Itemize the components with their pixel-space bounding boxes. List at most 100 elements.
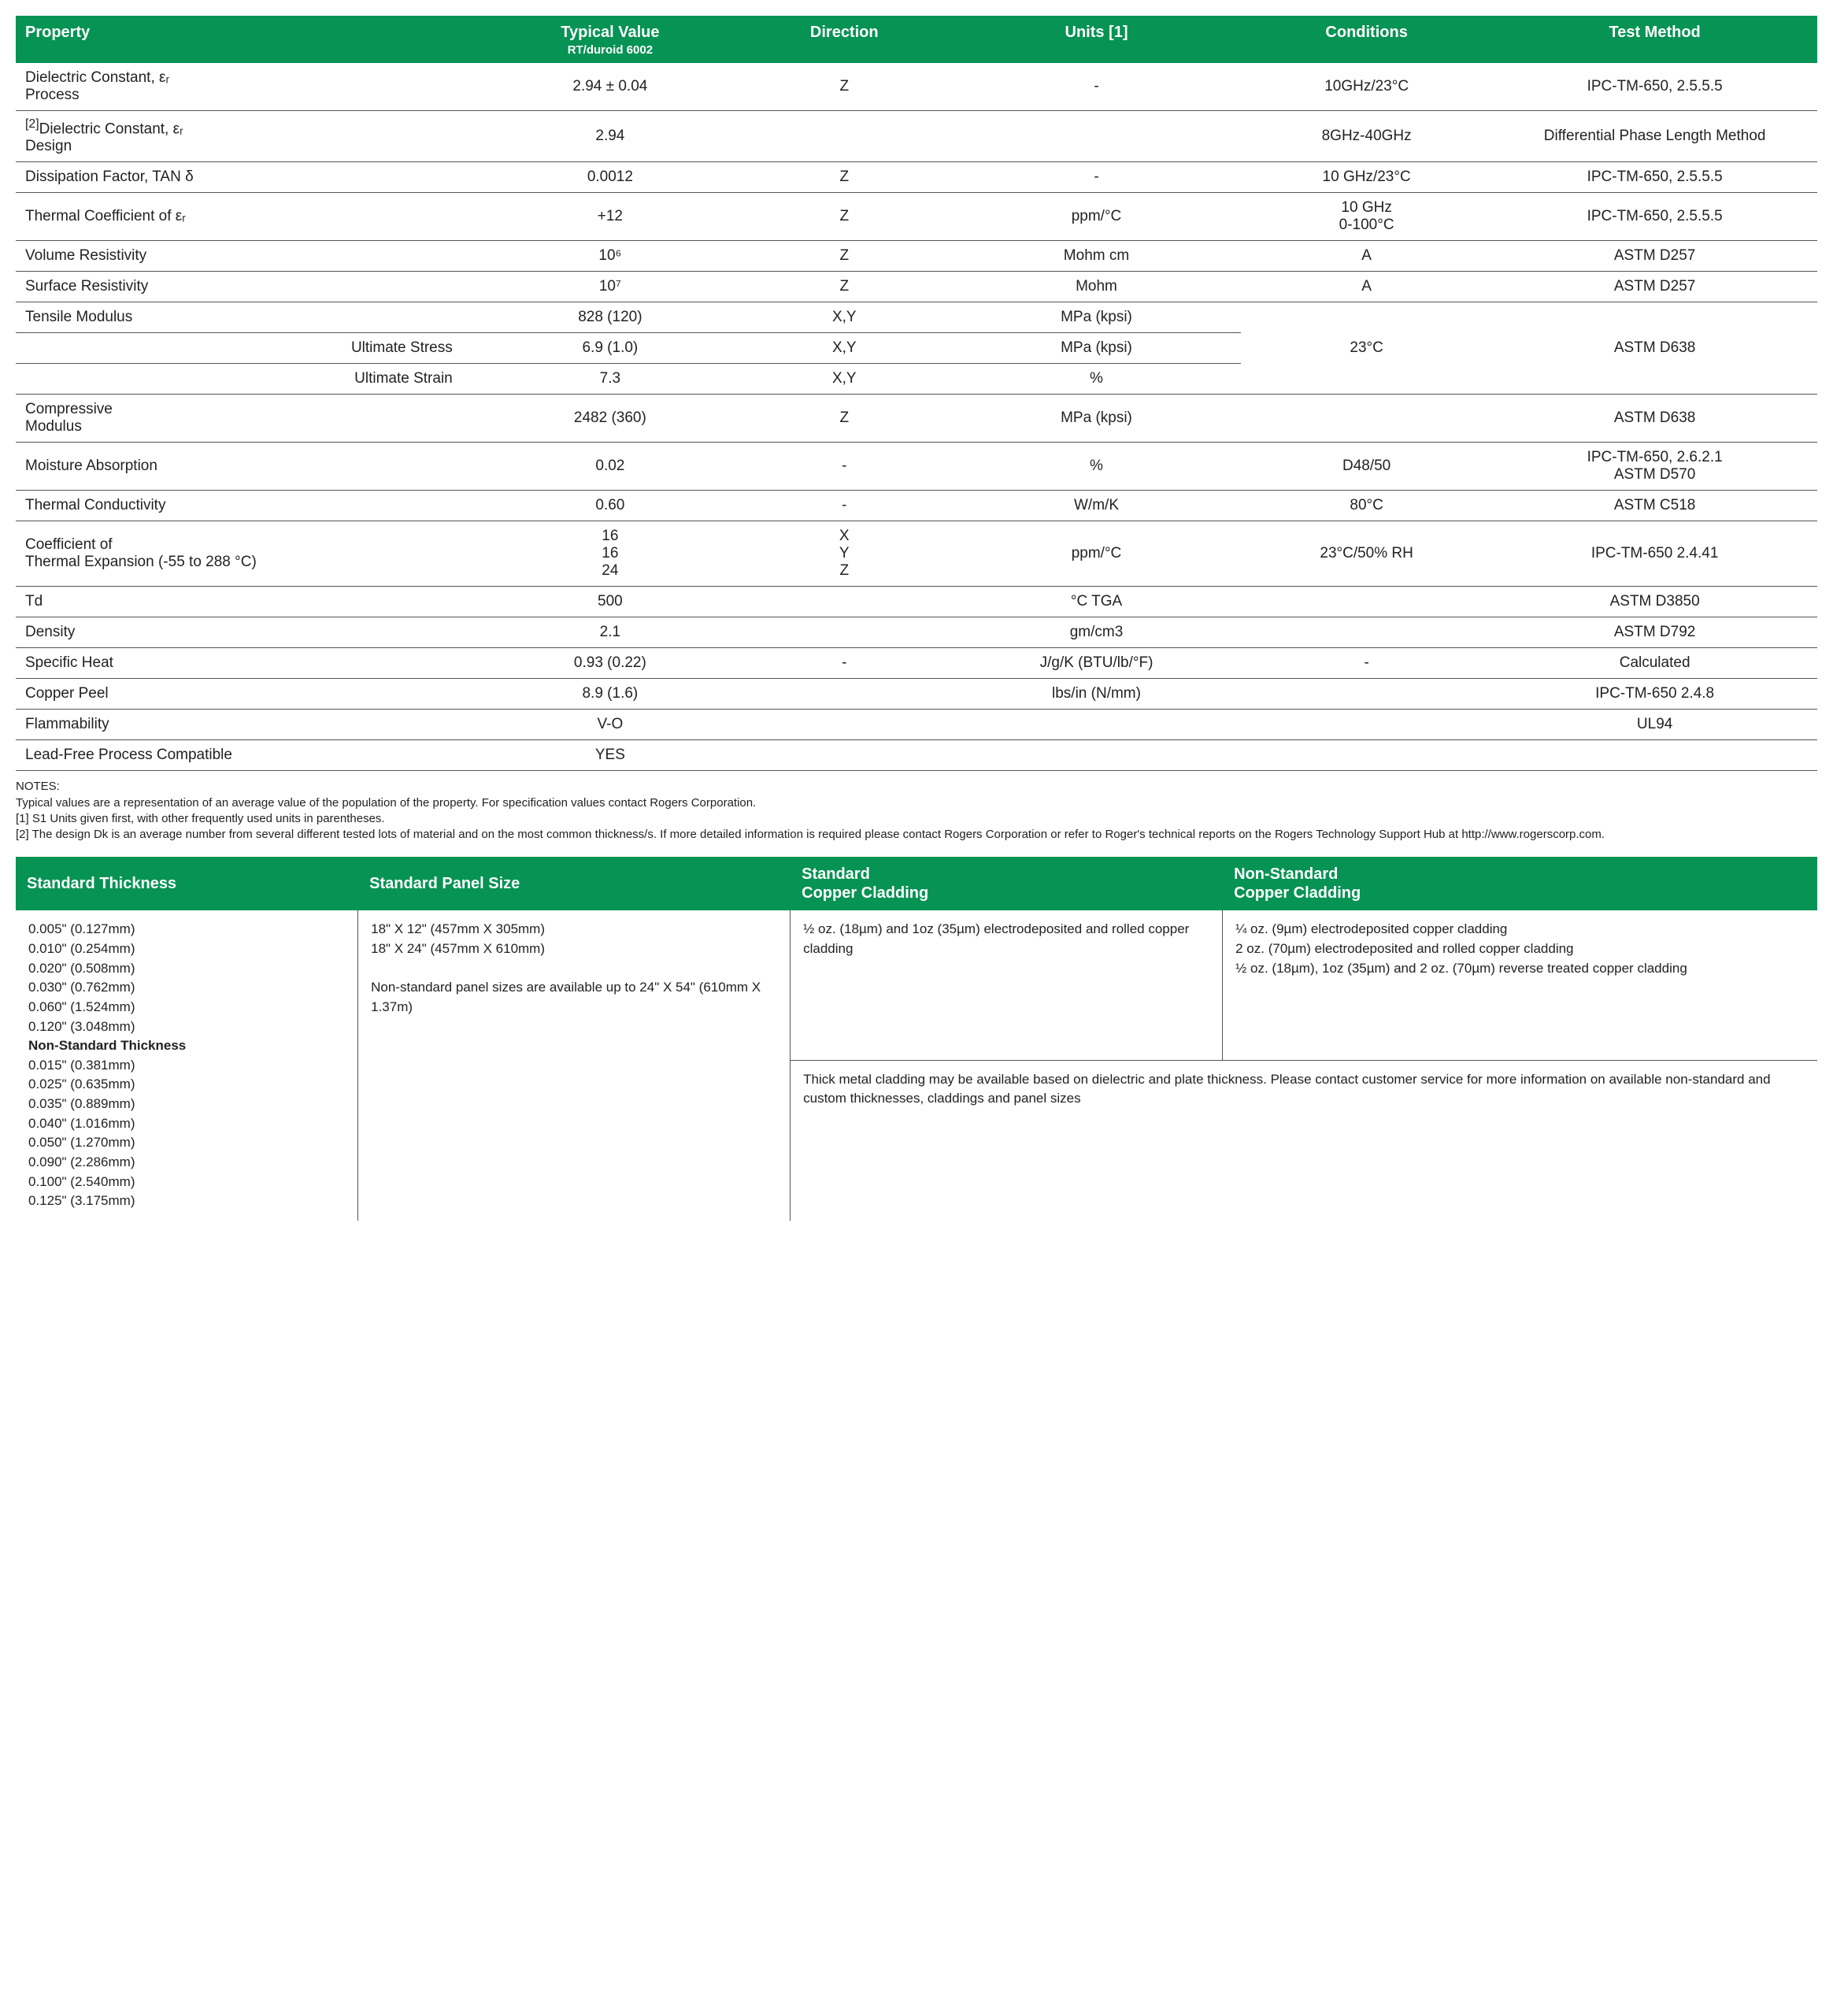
thickness-value: 0.090" (2.286mm) [28, 1153, 345, 1173]
value-cell [736, 587, 953, 617]
value-cell: Mohm cm [953, 241, 1241, 272]
conditions-cell: A [1241, 241, 1493, 272]
table-row: Thermal Conductivity0.60-W/m/K80°CASTM C… [16, 491, 1817, 521]
value-cell: - [953, 63, 1241, 111]
conditions-cell [1241, 710, 1493, 740]
property-cell: Thermal Coefficient of εᵣ [16, 193, 484, 241]
value-cell [736, 617, 953, 648]
info-column-header: Non-Standard Copper Cladding [1223, 857, 1817, 910]
value-cell: Z [736, 193, 953, 241]
value-cell: 828 (120) [484, 302, 736, 333]
cladding-footer-note: Thick metal cladding may be available ba… [791, 1060, 1817, 1221]
thickness-value: 0.005" (0.127mm) [28, 920, 345, 939]
property-cell: Lead-Free Process Compatible [16, 740, 484, 771]
value-cell: 8.9 (1.6) [484, 679, 736, 710]
column-header: Test Method [1493, 16, 1817, 63]
conditions-cell: 80°C [1241, 491, 1493, 521]
nonstd-thickness-label: Non-Standard Thickness [28, 1036, 345, 1056]
panel-size-cell: 18" X 12" (457mm X 305mm) 18" X 24" (457… [358, 910, 791, 1221]
value-cell [953, 111, 1241, 162]
thickness-value: 0.015" (0.381mm) [28, 1056, 345, 1076]
property-cell: Density [16, 617, 484, 648]
method-cell: ASTM D638 [1493, 302, 1817, 395]
method-cell: ASTM D257 [1493, 241, 1817, 272]
table-row: Copper Peel8.9 (1.6)lbs/in (N/mm)IPC-TM-… [16, 679, 1817, 710]
std-cladding-cell: ½ oz. (18µm) and 1oz (35µm) electrodepos… [791, 910, 1223, 1060]
property-cell: Coefficient of Thermal Expansion (-55 to… [16, 521, 484, 587]
notes-line: [1] S1 Units given first, with other fre… [16, 811, 1817, 827]
value-cell: 0.02 [484, 443, 736, 491]
property-cell: Flammability [16, 710, 484, 740]
conditions-cell [1241, 679, 1493, 710]
property-cell: Surface Resistivity [16, 272, 484, 302]
method-cell: ASTM D3850 [1493, 587, 1817, 617]
property-cell: Compressive Modulus [16, 395, 484, 443]
value-cell: Z [736, 162, 953, 193]
table-row: Td500°C TGAASTM D3850 [16, 587, 1817, 617]
thickness-value: 0.040" (1.016mm) [28, 1114, 345, 1134]
value-cell: - [953, 162, 1241, 193]
value-cell [953, 710, 1241, 740]
conditions-cell: D48/50 [1241, 443, 1493, 491]
value-cell: - [736, 648, 953, 679]
thickness-value: 0.125" (3.175mm) [28, 1191, 345, 1211]
value-cell: 2.94 [484, 111, 736, 162]
value-cell: Z [736, 272, 953, 302]
thickness-cell: 0.005" (0.127mm)0.010" (0.254mm)0.020" (… [16, 910, 358, 1221]
method-cell [1493, 740, 1817, 771]
notes-line: [2] The design Dk is an average number f… [16, 827, 1817, 843]
conditions-cell: 23°C [1241, 302, 1493, 395]
method-cell: ASTM D792 [1493, 617, 1817, 648]
property-cell: Dissipation Factor, TAN δ [16, 162, 484, 193]
value-cell: 7.3 [484, 364, 736, 395]
value-cell: 2.94 ± 0.04 [484, 63, 736, 111]
thickness-value: 0.100" (2.540mm) [28, 1173, 345, 1192]
table-row: Tensile Modulus828 (120)X,YMPa (kpsi)23°… [16, 302, 1817, 333]
notes-label: NOTES: [16, 779, 1817, 795]
value-cell: 500 [484, 587, 736, 617]
table-row: Volume Resistivity10⁶ZMohm cmAASTM D257 [16, 241, 1817, 272]
conditions-cell [1241, 587, 1493, 617]
value-cell: X,Y [736, 302, 953, 333]
info-column-header: Standard Panel Size [358, 857, 791, 910]
notes-line: Typical values are a representation of a… [16, 795, 1817, 811]
property-cell: Dielectric Constant, εᵣ Process [16, 63, 484, 111]
value-cell: - [736, 443, 953, 491]
value-cell: % [953, 364, 1241, 395]
value-cell: J/g/K (BTU/lb/°F) [953, 648, 1241, 679]
value-cell: ppm/°C [953, 521, 1241, 587]
table-row: Dielectric Constant, εᵣ Process2.94 ± 0.… [16, 63, 1817, 111]
method-cell: ASTM D638 [1493, 395, 1817, 443]
column-header: Property [16, 16, 484, 63]
thickness-value: 0.025" (0.635mm) [28, 1075, 345, 1095]
table-row: Thermal Coefficient of εᵣ+12Zppm/°C10 GH… [16, 193, 1817, 241]
thickness-value: 0.010" (0.254mm) [28, 939, 345, 959]
value-cell: X,Y [736, 364, 953, 395]
table-row: Coefficient of Thermal Expansion (-55 to… [16, 521, 1817, 587]
value-cell [736, 710, 953, 740]
table-row: Density2.1gm/cm3ASTM D792 [16, 617, 1817, 648]
thickness-value: 0.050" (1.270mm) [28, 1133, 345, 1153]
conditions-cell [1241, 740, 1493, 771]
thickness-value: 0.060" (1.524mm) [28, 998, 345, 1017]
table-row: Surface Resistivity10⁷ZMohmAASTM D257 [16, 272, 1817, 302]
value-cell [736, 679, 953, 710]
value-cell: 0.93 (0.22) [484, 648, 736, 679]
property-cell: Ultimate Strain [16, 364, 484, 395]
value-cell: °C TGA [953, 587, 1241, 617]
thickness-value: 0.120" (3.048mm) [28, 1017, 345, 1037]
value-cell: Z [736, 395, 953, 443]
method-cell: ASTM D257 [1493, 272, 1817, 302]
notes-block: NOTES: Typical values are a representati… [16, 779, 1817, 843]
value-cell: 10⁷ [484, 272, 736, 302]
conditions-cell: A [1241, 272, 1493, 302]
value-cell [953, 740, 1241, 771]
property-cell: Tensile Modulus [16, 302, 484, 333]
column-header: Direction [736, 16, 953, 63]
method-cell: Calculated [1493, 648, 1817, 679]
property-cell: Thermal Conductivity [16, 491, 484, 521]
table-row: Specific Heat0.93 (0.22)-J/g/K (BTU/lb/°… [16, 648, 1817, 679]
property-cell: Ultimate Stress [16, 333, 484, 364]
table-row: [2]Dielectric Constant, εᵣDesign2.948GHz… [16, 111, 1817, 162]
conditions-cell [1241, 395, 1493, 443]
